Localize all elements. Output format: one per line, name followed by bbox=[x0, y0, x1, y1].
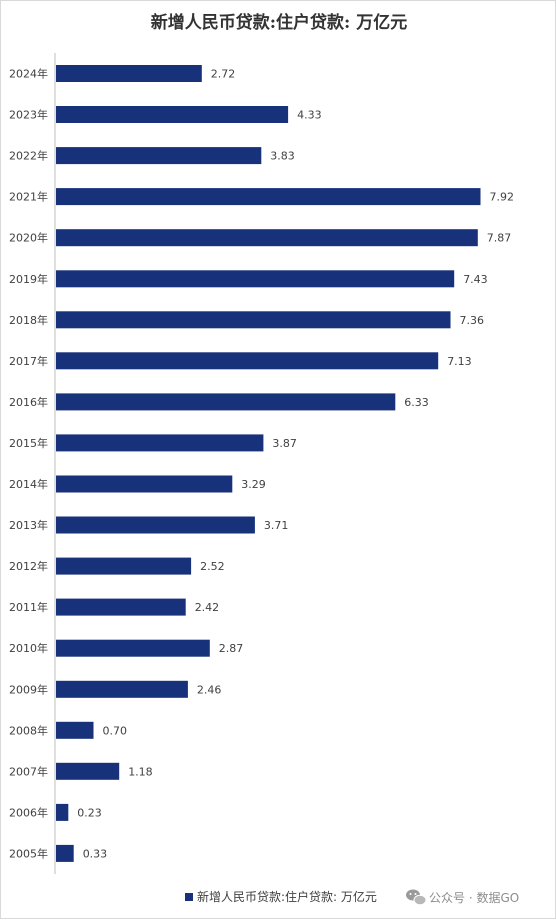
bar-2014年 bbox=[56, 475, 233, 493]
bar-2016年 bbox=[56, 393, 396, 411]
chart-title: 新增人民币贷款:住户贷款: 万亿元 bbox=[151, 12, 407, 33]
data-label: 4.33 bbox=[297, 109, 322, 122]
watermark: 公众号 · 数据GO bbox=[406, 889, 519, 906]
legend-swatch bbox=[185, 893, 193, 901]
bar-2023年 bbox=[56, 106, 289, 123]
bar-2011年 bbox=[56, 598, 186, 616]
y-tick-label: 2006年 bbox=[9, 805, 48, 819]
y-tick-label: 2015年 bbox=[9, 436, 48, 450]
data-label: 7.13 bbox=[447, 355, 472, 368]
bar-2020年 bbox=[56, 229, 478, 247]
data-label: 3.29 bbox=[241, 478, 265, 491]
data-label: 2.87 bbox=[219, 642, 244, 655]
y-tick-label: 2008年 bbox=[9, 723, 48, 737]
bar-2017年 bbox=[56, 352, 439, 370]
y-tick-label: 2020年 bbox=[9, 231, 48, 245]
data-label: 2.46 bbox=[197, 683, 222, 696]
y-tick-label: 2010年 bbox=[9, 641, 48, 655]
y-tick-label: 2016年 bbox=[9, 395, 48, 409]
data-label: 7.43 bbox=[463, 273, 488, 286]
data-label: 3.87 bbox=[272, 437, 297, 450]
bar-2009年 bbox=[56, 680, 188, 698]
y-tick-label: 2022年 bbox=[9, 149, 48, 163]
data-label: 7.87 bbox=[487, 232, 512, 245]
bar-2005年 bbox=[56, 844, 74, 862]
data-labels: 2.72 4.33 3.83 7.92 7.87 7.43 7.36 7.13 6.33 3.87… bbox=[77, 68, 514, 861]
bar-2021年 bbox=[56, 188, 481, 206]
data-label: 1.18 bbox=[128, 765, 153, 778]
data-label: 6.33 bbox=[404, 396, 429, 409]
bars bbox=[56, 65, 481, 862]
data-label: 7.92 bbox=[490, 191, 515, 204]
bar-2010年 bbox=[56, 639, 210, 657]
y-tick-label: 2017年 bbox=[9, 354, 48, 368]
y-tick-label: 2021年 bbox=[9, 190, 48, 204]
bar-2019年 bbox=[56, 270, 455, 288]
y-tick-label: 2005年 bbox=[9, 846, 48, 860]
bar-2013年 bbox=[56, 516, 255, 534]
bar-2015年 bbox=[56, 434, 264, 452]
legend-label: 新增人民币贷款:住户贷款: 万亿元 bbox=[197, 889, 377, 904]
bar-2006年 bbox=[56, 803, 69, 821]
bar-2022年 bbox=[56, 147, 262, 165]
data-label: 3.83 bbox=[270, 150, 295, 163]
legend: 新增人民币贷款:住户贷款: 万亿元 bbox=[185, 889, 377, 904]
y-tick-label: 2024年 bbox=[9, 67, 48, 81]
data-label: 2.42 bbox=[195, 601, 220, 614]
y-tick-label: 2014年 bbox=[9, 477, 48, 491]
y-tick-label: 2013年 bbox=[9, 518, 48, 532]
data-label: 3.71 bbox=[264, 519, 289, 532]
y-axis-tick-labels: 2024年 2023年 2022年 2021年 2020年 2019年 2018年 2017年… bbox=[9, 67, 48, 861]
bar-2012年 bbox=[56, 557, 192, 575]
bar-2018年 bbox=[56, 311, 451, 329]
y-tick-label: 2019年 bbox=[9, 272, 48, 286]
data-label: 0.33 bbox=[83, 847, 108, 860]
bar-2007年 bbox=[56, 762, 120, 780]
bar-2008年 bbox=[56, 721, 94, 739]
data-label: 0.70 bbox=[103, 724, 128, 737]
data-label: 0.23 bbox=[77, 806, 102, 819]
data-label: 7.36 bbox=[460, 314, 485, 327]
watermark-text: 公众号 · 数据GO bbox=[429, 890, 519, 905]
bar-2024年 bbox=[56, 65, 202, 82]
wechat-icon bbox=[406, 889, 427, 906]
y-tick-label: 2023年 bbox=[9, 108, 48, 122]
data-label: 2.52 bbox=[200, 560, 225, 573]
y-tick-label: 2009年 bbox=[9, 682, 48, 696]
y-tick-label: 2018年 bbox=[9, 313, 48, 327]
y-tick-label: 2007年 bbox=[9, 764, 48, 778]
y-tick-label: 2012年 bbox=[9, 559, 48, 573]
data-label: 2.72 bbox=[211, 68, 236, 81]
y-tick-label: 2011年 bbox=[9, 600, 48, 614]
